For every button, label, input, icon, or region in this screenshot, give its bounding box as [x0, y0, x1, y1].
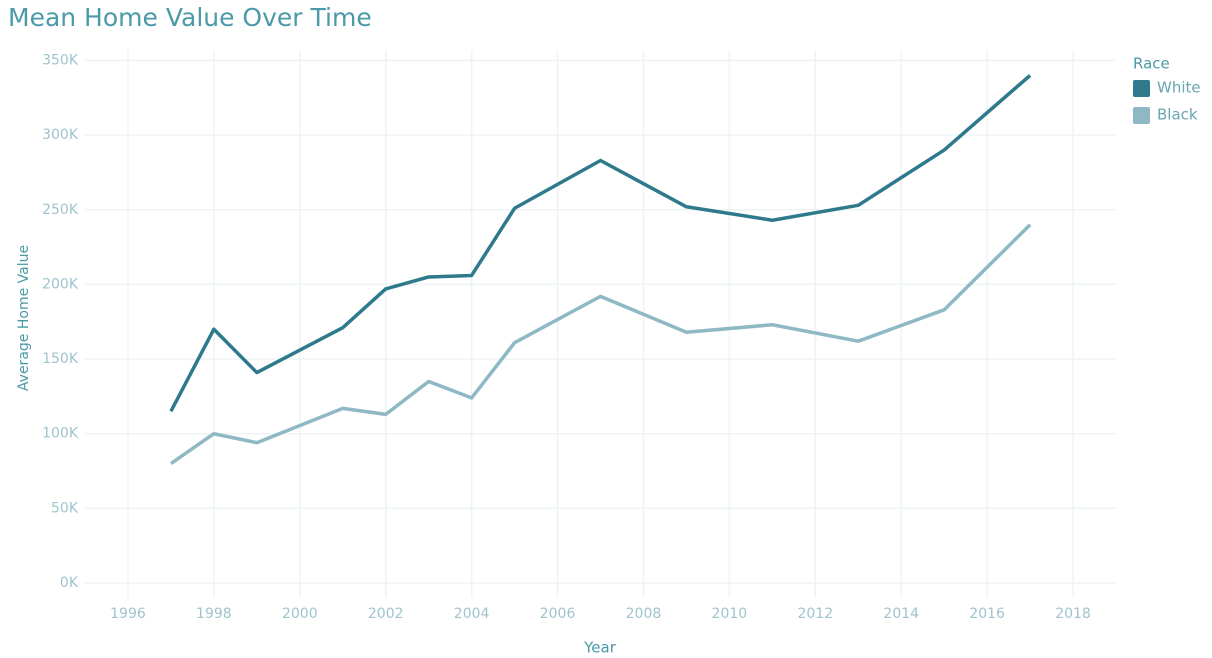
x-tick-label: 2018 — [1055, 606, 1091, 622]
x-tick-label: 2000 — [282, 606, 318, 622]
x-tick-label: 1998 — [196, 606, 232, 622]
y-tick-label: 300K — [42, 127, 79, 143]
y-tick-label: 100K — [42, 426, 79, 442]
legend-label: White — [1157, 79, 1201, 97]
y-tick-label: 50K — [51, 500, 79, 516]
x-tick-label: 2016 — [969, 606, 1005, 622]
y-tick-label: 250K — [42, 202, 79, 218]
series-line — [169, 223, 1032, 466]
series-line — [169, 74, 1032, 413]
legend-swatch — [1133, 107, 1150, 124]
y-tick-label: 200K — [42, 276, 79, 292]
y-tick-label: 150K — [42, 351, 79, 367]
y-tick-label: 0K — [60, 575, 79, 591]
x-tick-label: 2002 — [368, 606, 404, 622]
legend-label: Black — [1157, 106, 1198, 124]
x-tick-label: 2014 — [883, 606, 919, 622]
x-tick-label: 2006 — [540, 606, 576, 622]
x-axis-title: Year — [583, 639, 617, 657]
y-tick-label: 350K — [42, 52, 79, 68]
x-tick-label: 2004 — [454, 606, 490, 622]
x-tick-label: 1996 — [110, 606, 146, 622]
x-tick-label: 2012 — [797, 606, 833, 622]
chart-title: Mean Home Value Over Time — [8, 3, 372, 32]
x-tick-label: 2008 — [626, 606, 662, 622]
x-tick-label: 2010 — [712, 606, 748, 622]
legend-swatch — [1133, 80, 1150, 97]
y-axis-title: Average Home Value — [16, 245, 32, 391]
legend-title: Race — [1133, 55, 1170, 73]
